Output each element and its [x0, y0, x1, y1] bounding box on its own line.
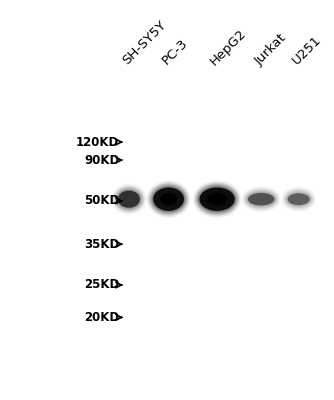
Ellipse shape	[195, 183, 239, 216]
Ellipse shape	[197, 185, 237, 214]
Ellipse shape	[198, 186, 236, 213]
Text: 25KD: 25KD	[84, 278, 120, 292]
Ellipse shape	[199, 188, 235, 211]
Ellipse shape	[149, 183, 188, 216]
Ellipse shape	[286, 191, 311, 207]
Ellipse shape	[152, 186, 185, 212]
Text: 20KD: 20KD	[84, 311, 120, 324]
Ellipse shape	[151, 186, 186, 213]
Ellipse shape	[153, 188, 184, 211]
Ellipse shape	[285, 190, 312, 208]
Ellipse shape	[287, 192, 311, 206]
Text: HepG2: HepG2	[208, 26, 249, 68]
Ellipse shape	[196, 184, 238, 215]
Ellipse shape	[114, 186, 144, 212]
Ellipse shape	[150, 184, 188, 215]
Ellipse shape	[118, 191, 140, 208]
Ellipse shape	[244, 189, 278, 209]
Ellipse shape	[116, 189, 142, 210]
Text: 35KD: 35KD	[84, 238, 120, 251]
Ellipse shape	[247, 192, 275, 206]
Ellipse shape	[194, 182, 240, 216]
Ellipse shape	[117, 190, 141, 209]
Ellipse shape	[246, 191, 276, 207]
Ellipse shape	[199, 186, 235, 212]
Text: 50KD: 50KD	[84, 194, 120, 207]
Ellipse shape	[160, 193, 177, 206]
Text: 120KD: 120KD	[76, 136, 120, 148]
Ellipse shape	[151, 185, 187, 214]
Text: Jurkat: Jurkat	[252, 31, 289, 68]
Ellipse shape	[148, 182, 189, 216]
Ellipse shape	[288, 193, 310, 205]
Text: U251: U251	[290, 34, 324, 68]
Ellipse shape	[284, 190, 313, 209]
Ellipse shape	[115, 188, 143, 210]
Ellipse shape	[248, 193, 275, 206]
Text: PC-3: PC-3	[159, 37, 190, 68]
Ellipse shape	[114, 187, 144, 212]
Text: 90KD: 90KD	[84, 154, 120, 166]
Ellipse shape	[207, 193, 227, 206]
Text: SH-SY5Y: SH-SY5Y	[120, 19, 168, 68]
Ellipse shape	[245, 190, 277, 208]
